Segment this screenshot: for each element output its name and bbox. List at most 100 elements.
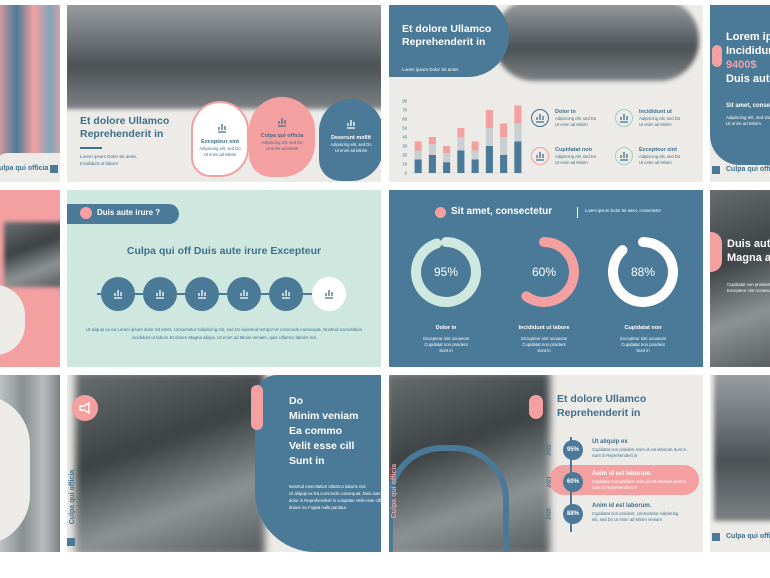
donut-text: Excepteur sint occaecat [521,336,567,341]
bar-segment [457,137,465,151]
tag-shape [67,204,179,224]
subtitle: Lorem ipsum Dolor Sit amet, consectetur [585,208,661,213]
body-text: Excepteur sint occaecat [727,288,770,293]
icon-circle [269,277,303,311]
headline: Minim veniam [289,410,359,422]
shape [710,232,722,272]
icon [218,124,226,133]
bar-segment [428,144,436,155]
percent-circle [563,504,583,524]
body-text: Lorem ipsum Dolor Sit amet, [80,154,138,159]
shape [389,5,509,77]
percent: 95% [566,446,579,453]
year: 2020 [546,508,553,520]
caption: Culpa qui officia [390,463,398,519]
square [50,165,58,173]
arch [389,445,509,552]
headline: Incididunt ut [726,45,770,57]
icon-circle [227,277,261,311]
icon [347,120,355,129]
photo [67,5,381,109]
y-tick-label: 10 [402,162,407,167]
photo [494,5,699,81]
item-text: Sunt in Reprehenderit in [592,452,638,458]
price: 9400$ [726,59,757,71]
body-text: Incididunt ut labore [80,160,119,166]
body-text: Adipiscing elit, sed Do [726,115,770,120]
y-tick-label: 50 [402,126,407,131]
title: Duis aute irure [727,238,770,250]
photo [4,222,60,287]
title: Reprehenderit in [402,36,486,48]
y-tick-label: 80 [402,99,407,104]
percent: 60% [566,478,579,485]
item-text: Adipiscing elit, sed Do [639,154,681,159]
donut-text: Excepteur sint occaecat [620,336,666,341]
slide: Et dolore Ullamco Reprehenderit in Lorem i… [67,5,381,182]
shape [0,285,25,355]
icon [536,114,544,123]
bar-segment [443,162,451,173]
icon-wrap [215,121,229,135]
feature-text: Ut enim ad Minim [265,145,299,151]
item-heading: Anim id est laborum. [592,471,652,477]
body-text: Ut aliquip ex ea Lorem ipsum dolor Sit a… [85,327,363,332]
bar-segment [428,155,436,173]
bar-segment [485,146,493,173]
donut-text: Sunt in [537,348,551,353]
feature-heading: Deserunt mollit [330,135,372,141]
item-heading: Cupidatat non [555,147,592,153]
photo [714,375,770,521]
square [712,166,720,174]
square [67,538,75,546]
item-heading: Incididunt ut [639,109,672,115]
icon-circle [101,277,135,311]
donut-arc [608,237,678,307]
icon [240,290,248,299]
bar-segment [428,137,436,145]
shape [251,385,263,430]
feature-blob: Culpa qui officia Adipiscing elit, sed Do… [249,97,315,177]
item-text: Ut enim ad Minim [639,121,672,127]
body-text: Ut enim ad Minim [726,121,762,126]
headline: Lorem ipsum [726,31,770,43]
bar-segment [485,128,493,146]
item-text: Sunt in Reprehenderit in [592,484,638,490]
title: Reprehenderit in [80,128,164,140]
icon-circle [615,147,633,165]
slide: Duis aute irure ? Culpa qui off Duis aute… [67,190,381,367]
donut-arc [521,237,579,307]
item-text: Ut enim ad Minim [555,121,588,127]
item-heading: Dolor in [555,109,576,115]
shape [710,5,770,165]
icon-circle [143,277,177,311]
icon [79,401,90,415]
slide: Culpa qui officia [710,375,770,552]
donut-text: Excepteur sint occaecat [423,336,469,341]
subtitle: Duis aute irure [726,73,770,85]
bar-segment [414,150,422,160]
item-text: Cupidatat non proident Anim id est labor… [592,479,687,484]
y-tick-label: 0 [405,171,408,176]
feature-text: Adipiscing elit, sed Do [330,142,372,147]
photo [0,5,60,161]
icon-circle [531,109,549,127]
slide: Lorem ipsum Incididunt ut 9400$ Duis aute i… [710,5,770,182]
item-text: Cupidatat non proident, consectetur Adip… [592,511,679,516]
item-text: Adipiscing elit, sed Do [555,116,597,121]
slide: Duis aute irure Magna aliqua Cupidatat non… [710,190,770,367]
slide [0,190,60,367]
dot [435,207,446,218]
icon [278,118,286,127]
headline: Ea commo [289,425,343,437]
title: Et dolore Ullamco [80,115,170,127]
item-text: Ut enim ad Minim [555,159,588,165]
y-tick-label: 60 [402,117,407,122]
bar-segment [471,159,479,173]
icon [282,290,290,299]
percent-circle [563,440,583,460]
bar-segment [514,123,522,142]
donut-label: 60% [532,265,556,279]
square [712,533,720,541]
feature-text: Adipiscing elit, sed Do [261,140,303,145]
